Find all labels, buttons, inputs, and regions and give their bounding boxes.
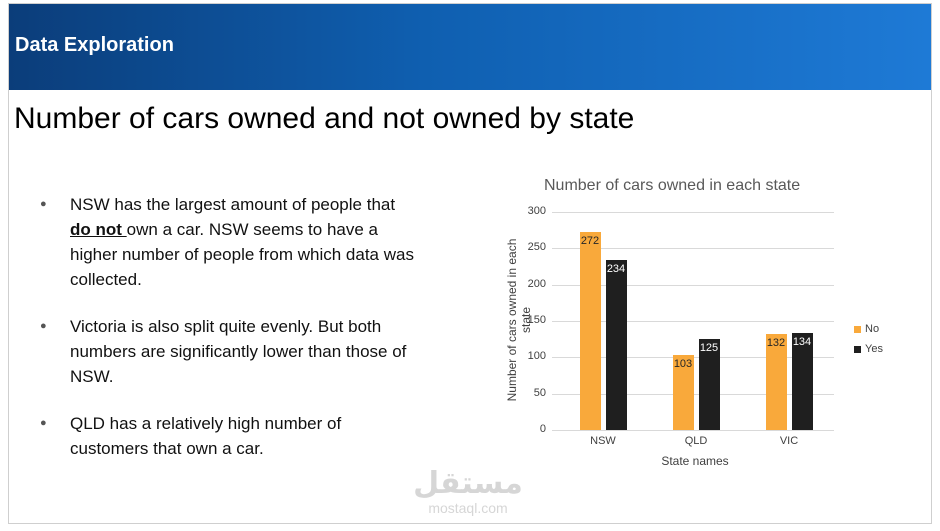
data-label: 234 — [606, 262, 626, 275]
data-label: 125 — [699, 342, 719, 355]
bullet-emphasis: do not — [70, 220, 127, 239]
bar-no-vic — [765, 334, 787, 430]
y-tick-label: 150 — [527, 314, 546, 326]
bullet-text: NSW has the largest amount of people tha… — [70, 195, 396, 214]
x-tick-label: NSW — [590, 435, 616, 447]
watermark-url: mostaql.com — [428, 500, 508, 516]
x-axis-label: State names — [661, 454, 729, 468]
bullet-text: QLD has a relatively high number of cust… — [70, 414, 342, 458]
header-title: Data Exploration — [15, 34, 174, 56]
gridline — [552, 430, 834, 431]
bar-no-qld — [672, 355, 694, 430]
bullet-item: NSW has the largest amount of people tha… — [40, 192, 420, 292]
slide-title: Number of cars owned and not owned by st… — [14, 102, 635, 135]
legend-item-no: No — [854, 323, 883, 335]
x-tick-label: QLD — [684, 435, 708, 447]
x-tick-label: VIC — [779, 435, 799, 447]
y-tick-label: 250 — [527, 241, 546, 254]
watermark-logo: مستقل — [413, 466, 523, 501]
slide-header: Data Exploration — [9, 4, 931, 90]
y-tick-label: 200 — [527, 277, 546, 290]
y-tick-label: 0 — [539, 423, 546, 435]
bar-no-nsw — [579, 232, 601, 430]
bullet-text: own a car. NSW seems to have a higher nu… — [70, 220, 414, 289]
bar-yes-vic — [791, 332, 813, 430]
bullet-item: QLD has a relatively high number of cust… — [40, 411, 420, 461]
bullet-item: Victoria is also split quite evenly. But… — [40, 314, 420, 389]
legend-swatch — [854, 325, 861, 333]
data-label: 134 — [792, 335, 812, 348]
data-label: 103 — [673, 358, 693, 371]
watermark: مستقل mostaql.com — [408, 466, 528, 517]
y-tick-label: 300 — [527, 205, 546, 217]
y-tick-label: 50 — [533, 386, 546, 399]
legend-label: Yes — [865, 343, 883, 355]
gridline — [552, 248, 834, 250]
legend-swatch — [854, 345, 861, 353]
chart-title: Number of cars owned in each state — [544, 177, 801, 194]
gridline — [552, 212, 834, 213]
gridline — [552, 321, 834, 322]
bar-yes-nsw — [605, 259, 627, 430]
data-label: 272 — [580, 235, 600, 248]
gridline — [552, 284, 834, 286]
data-label: 132 — [766, 337, 786, 350]
legend-item-yes: Yes — [854, 343, 883, 355]
chart-legend: No Yes — [854, 323, 883, 363]
bar-yes-qld — [698, 339, 720, 430]
y-tick-label: 100 — [527, 350, 546, 363]
legend-label: No — [865, 323, 880, 335]
y-axis-label: Number of cars owned in each state — [505, 238, 533, 402]
bullet-list: NSW has the largest amount of people tha… — [40, 192, 420, 483]
bullet-text: Victoria is also split quite evenly. But… — [70, 317, 407, 386]
